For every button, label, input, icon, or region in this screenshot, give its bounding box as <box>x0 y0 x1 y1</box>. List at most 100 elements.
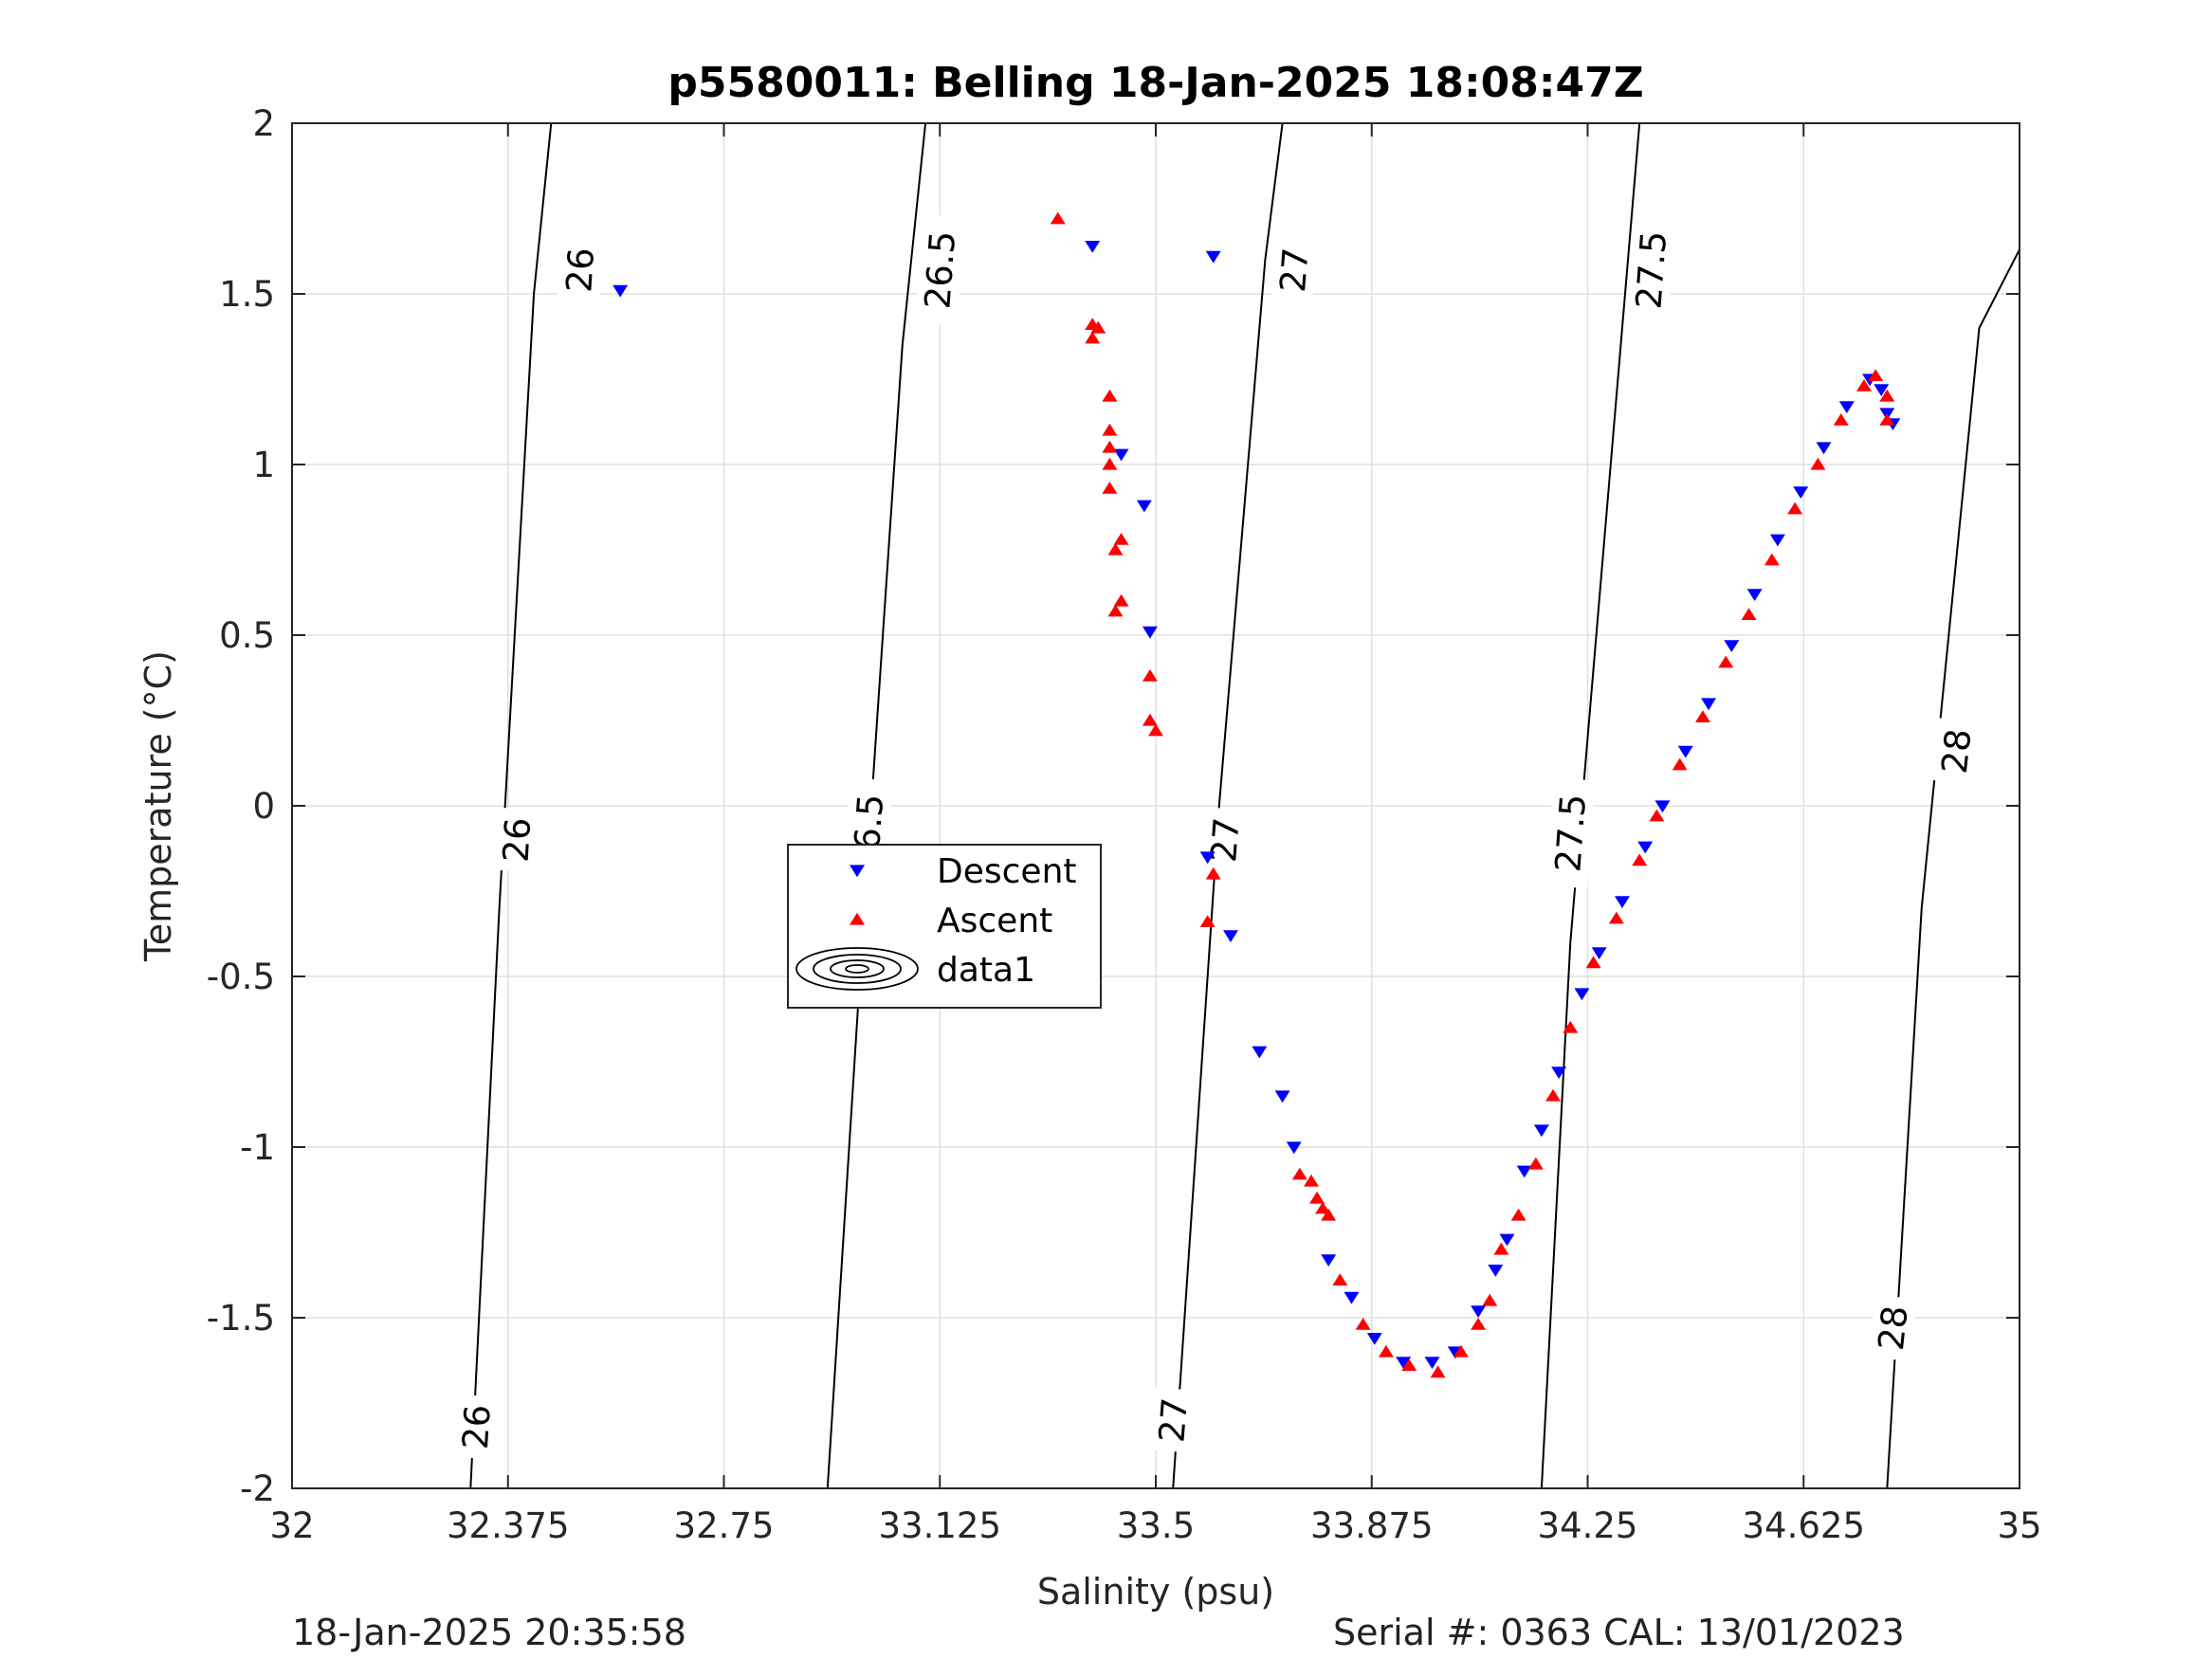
descent-point <box>1591 947 1607 959</box>
descent-point <box>1113 448 1129 462</box>
legend-label: data1 <box>937 951 1035 990</box>
x-tick-label: 33.5 <box>1117 1505 1195 1546</box>
legend-entry-ascent: Ascent <box>850 902 1052 940</box>
ascent-point <box>1879 413 1895 426</box>
descent-point <box>1769 534 1785 547</box>
descent-point <box>1574 988 1590 1001</box>
ascent-point <box>1291 1167 1307 1180</box>
descent-point <box>1654 800 1671 813</box>
ascent-point <box>1453 1344 1469 1358</box>
ascent-point <box>1142 713 1158 726</box>
ascent-point <box>1764 553 1780 566</box>
descent-point <box>1252 1046 1268 1059</box>
ascent-point <box>1510 1208 1526 1221</box>
contour-label-text: 27 <box>1151 1396 1196 1444</box>
y-tick-label: -2 <box>240 1468 275 1509</box>
contour-label-gap <box>1271 237 1318 303</box>
y-tick-label: -1.5 <box>207 1298 275 1339</box>
descent-point <box>1471 1305 1487 1318</box>
contour-26: 26 26 26 <box>453 123 603 1488</box>
x-tick-label: 34.625 <box>1743 1505 1865 1546</box>
descent-point <box>1274 1090 1290 1103</box>
descent-point <box>1724 640 1740 652</box>
ascent-point <box>1471 1318 1487 1330</box>
descent-point <box>1746 589 1763 601</box>
x-tick-label: 32 <box>269 1505 314 1546</box>
descent-point <box>1366 1333 1382 1345</box>
contour-label: 26 <box>557 237 603 303</box>
ascent-point <box>1199 915 1216 927</box>
descent-point <box>1499 1233 1515 1247</box>
contour-label-text: 27 <box>1272 246 1317 294</box>
ascent-point <box>1585 956 1601 969</box>
ascent-point <box>1050 211 1066 225</box>
descent-point <box>1396 1357 1412 1369</box>
ascent-point <box>1321 1208 1337 1221</box>
descent-point <box>1516 1165 1532 1178</box>
contour-label-text: 28 <box>1934 727 1980 775</box>
ascent-point <box>1741 608 1757 620</box>
ascent-point <box>1315 1201 1331 1214</box>
descent-point <box>1424 1357 1440 1369</box>
footer-timestamp: 18-Jan-2025 20:35:58 <box>292 1612 686 1653</box>
ascent-point <box>1482 1293 1498 1306</box>
ascent-point <box>1355 1318 1371 1330</box>
ascent-point <box>1632 853 1648 866</box>
ascent-point <box>1430 1365 1446 1378</box>
x-axis-label: Salinity (psu) <box>1037 1571 1274 1613</box>
contour-label-gap <box>557 237 603 303</box>
footer-serial-calibration: Serial #: 0363 CAL: 13/01/2023 <box>1333 1612 1905 1653</box>
legend-contour-icon <box>813 954 902 984</box>
contour-label-gap <box>1931 718 1981 785</box>
y-axis-label: Temperature (°C) <box>137 650 179 962</box>
y-tick-label: 0.5 <box>219 615 275 656</box>
x-tick-label: 33.875 <box>1310 1505 1433 1546</box>
contour-label: 28 <box>1931 718 1981 785</box>
ascent-point <box>1102 423 1118 436</box>
legend-label: Ascent <box>937 902 1052 940</box>
y-tick-label: 0 <box>252 786 275 827</box>
descent-point <box>1344 1291 1360 1304</box>
ascent-point <box>1148 723 1163 737</box>
contour-label-gap <box>1869 1294 1917 1361</box>
ascent-point <box>1142 669 1158 682</box>
x-tick-label: 33.125 <box>879 1505 1001 1546</box>
descent-point <box>1533 1124 1549 1138</box>
chart-title: p5580011: Belling 18-Jan-2025 18:08:47Z <box>667 59 1643 107</box>
legend-box <box>787 844 1102 1009</box>
contour-label-gap <box>1149 1387 1197 1453</box>
x-tick-label: 32.75 <box>674 1505 775 1546</box>
ascent-point <box>1810 457 1826 470</box>
contour-line <box>1540 123 1641 1488</box>
contour-line <box>469 123 553 1488</box>
ascent-point <box>1102 457 1118 470</box>
contour-label-text: 26 <box>558 246 602 294</box>
contour-label-gap <box>1626 214 1676 326</box>
descent-point <box>1793 486 1809 499</box>
contour-label-text: 26 <box>496 816 539 864</box>
x-tick-label: 34.25 <box>1538 1505 1638 1546</box>
descent-point <box>1701 698 1717 711</box>
y-tick-label: 1 <box>252 445 275 485</box>
ascent-point <box>1085 331 1101 344</box>
contour-line <box>826 123 927 1488</box>
x-tick-label: 32.375 <box>447 1505 569 1546</box>
contour-line <box>1886 248 2020 1488</box>
ascent-point <box>1401 1358 1417 1371</box>
ascent-point <box>1672 757 1688 771</box>
y-tick-label: 2 <box>252 103 275 144</box>
ascent-point <box>1694 710 1710 722</box>
contour-label: 27 <box>1149 1387 1197 1453</box>
descent-point <box>1205 250 1221 264</box>
ascent-point <box>1608 911 1624 924</box>
density-contours: 26 26 26 26.526.5 27 27 27 27.5 27.5 28 28 <box>453 123 2020 1488</box>
contour-label-gap <box>453 1394 500 1460</box>
y-tick-label: 1.5 <box>219 274 275 315</box>
descent-point <box>1838 401 1855 413</box>
ascent-point <box>1205 866 1221 880</box>
legend-contour-icon <box>795 947 919 991</box>
contour-label: 27.5 <box>1545 777 1596 889</box>
data-points <box>612 211 1901 1378</box>
legend-marker <box>850 865 865 878</box>
